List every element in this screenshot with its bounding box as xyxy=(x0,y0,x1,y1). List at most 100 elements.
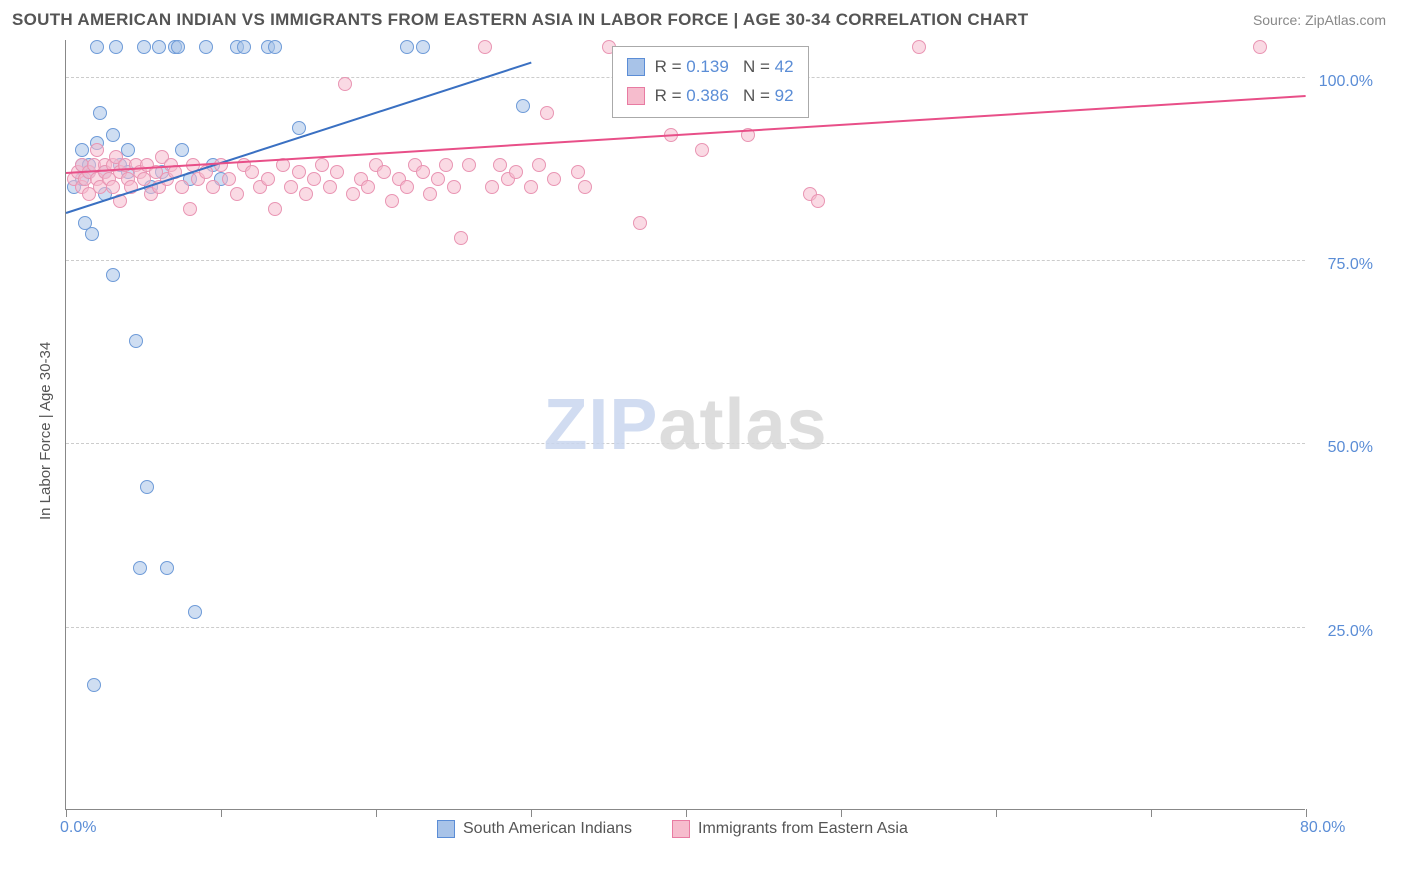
scatter-point xyxy=(188,605,202,619)
y-tick-label: 100.0% xyxy=(1319,73,1373,91)
scatter-point xyxy=(160,561,174,575)
scatter-point xyxy=(152,40,166,54)
scatter-point xyxy=(478,40,492,54)
scatter-point xyxy=(90,40,104,54)
scatter-point xyxy=(439,158,453,172)
scatter-point xyxy=(129,334,143,348)
y-tick-label: 25.0% xyxy=(1328,623,1373,641)
scatter-point xyxy=(509,165,523,179)
scatter-point xyxy=(106,268,120,282)
scatter-point xyxy=(532,158,546,172)
correlation-legend: R = 0.139 N = 42R = 0.386 N = 92 xyxy=(612,46,809,118)
scatter-point xyxy=(462,158,476,172)
legend-row: R = 0.139 N = 42 xyxy=(627,53,794,82)
scatter-point xyxy=(75,143,89,157)
scatter-point xyxy=(230,187,244,201)
x-tick-label: 80.0% xyxy=(1300,819,1345,837)
scatter-point xyxy=(912,40,926,54)
scatter-point xyxy=(284,180,298,194)
scatter-point xyxy=(175,180,189,194)
scatter-point xyxy=(268,40,282,54)
scatter-point xyxy=(416,40,430,54)
scatter-point xyxy=(578,180,592,194)
scatter-point xyxy=(431,172,445,186)
scatter-point xyxy=(133,561,147,575)
scatter-point xyxy=(268,202,282,216)
scatter-point xyxy=(385,194,399,208)
x-tick xyxy=(531,809,532,817)
scatter-point xyxy=(540,106,554,120)
scatter-point xyxy=(330,165,344,179)
scatter-point xyxy=(292,121,306,135)
legend-text: R = 0.386 N = 92 xyxy=(655,82,794,111)
scatter-point xyxy=(524,180,538,194)
legend-label: Immigrants from Eastern Asia xyxy=(698,820,908,838)
scatter-point xyxy=(323,180,337,194)
scatter-point xyxy=(346,187,360,201)
y-tick-label: 50.0% xyxy=(1328,439,1373,457)
scatter-point xyxy=(416,165,430,179)
legend-label: South American Indians xyxy=(463,820,632,838)
chart-title: SOUTH AMERICAN INDIAN VS IMMIGRANTS FROM… xyxy=(12,10,1028,30)
scatter-point xyxy=(261,172,275,186)
scatter-point xyxy=(454,231,468,245)
scatter-point xyxy=(485,180,499,194)
scatter-point xyxy=(400,180,414,194)
gridline-h xyxy=(66,443,1305,444)
x-tick xyxy=(376,809,377,817)
chart-header: SOUTH AMERICAN INDIAN VS IMMIGRANTS FROM… xyxy=(0,0,1406,35)
scatter-point xyxy=(493,158,507,172)
legend-item: South American Indians xyxy=(437,820,632,838)
scatter-point xyxy=(811,194,825,208)
gridline-h xyxy=(66,627,1305,628)
legend-swatch xyxy=(437,820,455,838)
scatter-point xyxy=(175,143,189,157)
scatter-point xyxy=(237,40,251,54)
x-tick xyxy=(686,809,687,817)
y-tick-label: 75.0% xyxy=(1328,256,1373,274)
scatter-point xyxy=(299,187,313,201)
legend-row: R = 0.386 N = 92 xyxy=(627,82,794,111)
y-axis-title: In Labor Force | Age 30-34 xyxy=(37,342,54,520)
scatter-point xyxy=(183,202,197,216)
scatter-point xyxy=(400,40,414,54)
scatter-point xyxy=(106,180,120,194)
legend-text: R = 0.139 N = 42 xyxy=(655,53,794,82)
scatter-point xyxy=(307,172,321,186)
legend-swatch xyxy=(672,820,690,838)
scatter-point xyxy=(222,172,236,186)
scatter-point xyxy=(377,165,391,179)
x-tick xyxy=(841,809,842,817)
scatter-point xyxy=(338,77,352,91)
scatter-point xyxy=(361,180,375,194)
x-tick xyxy=(66,809,67,817)
scatter-point xyxy=(571,165,585,179)
legend-swatch xyxy=(627,58,645,76)
scatter-point xyxy=(140,480,154,494)
chart-area: 25.0%50.0%75.0%100.0%0.0%80.0%ZIPatlasR … xyxy=(10,35,1396,877)
x-tick xyxy=(1306,809,1307,817)
legend-swatch xyxy=(627,87,645,105)
scatter-point xyxy=(106,128,120,142)
scatter-point xyxy=(206,180,220,194)
chart-source: Source: ZipAtlas.com xyxy=(1253,12,1386,28)
scatter-point xyxy=(137,40,151,54)
scatter-point xyxy=(695,143,709,157)
gridline-h xyxy=(66,260,1305,261)
x-tick xyxy=(1151,809,1152,817)
x-tick xyxy=(996,809,997,817)
scatter-point xyxy=(90,143,104,157)
scatter-point xyxy=(1253,40,1267,54)
series-legend: South American Indians Immigrants from Ea… xyxy=(437,820,908,838)
watermark: ZIPatlas xyxy=(543,384,827,466)
legend-item: Immigrants from Eastern Asia xyxy=(672,820,908,838)
x-tick xyxy=(221,809,222,817)
scatter-point xyxy=(292,165,306,179)
scatter-point xyxy=(93,106,107,120)
scatter-point xyxy=(516,99,530,113)
scatter-point xyxy=(199,40,213,54)
scatter-point xyxy=(315,158,329,172)
scatter-point xyxy=(85,227,99,241)
scatter-point xyxy=(633,216,647,230)
scatter-point xyxy=(121,143,135,157)
